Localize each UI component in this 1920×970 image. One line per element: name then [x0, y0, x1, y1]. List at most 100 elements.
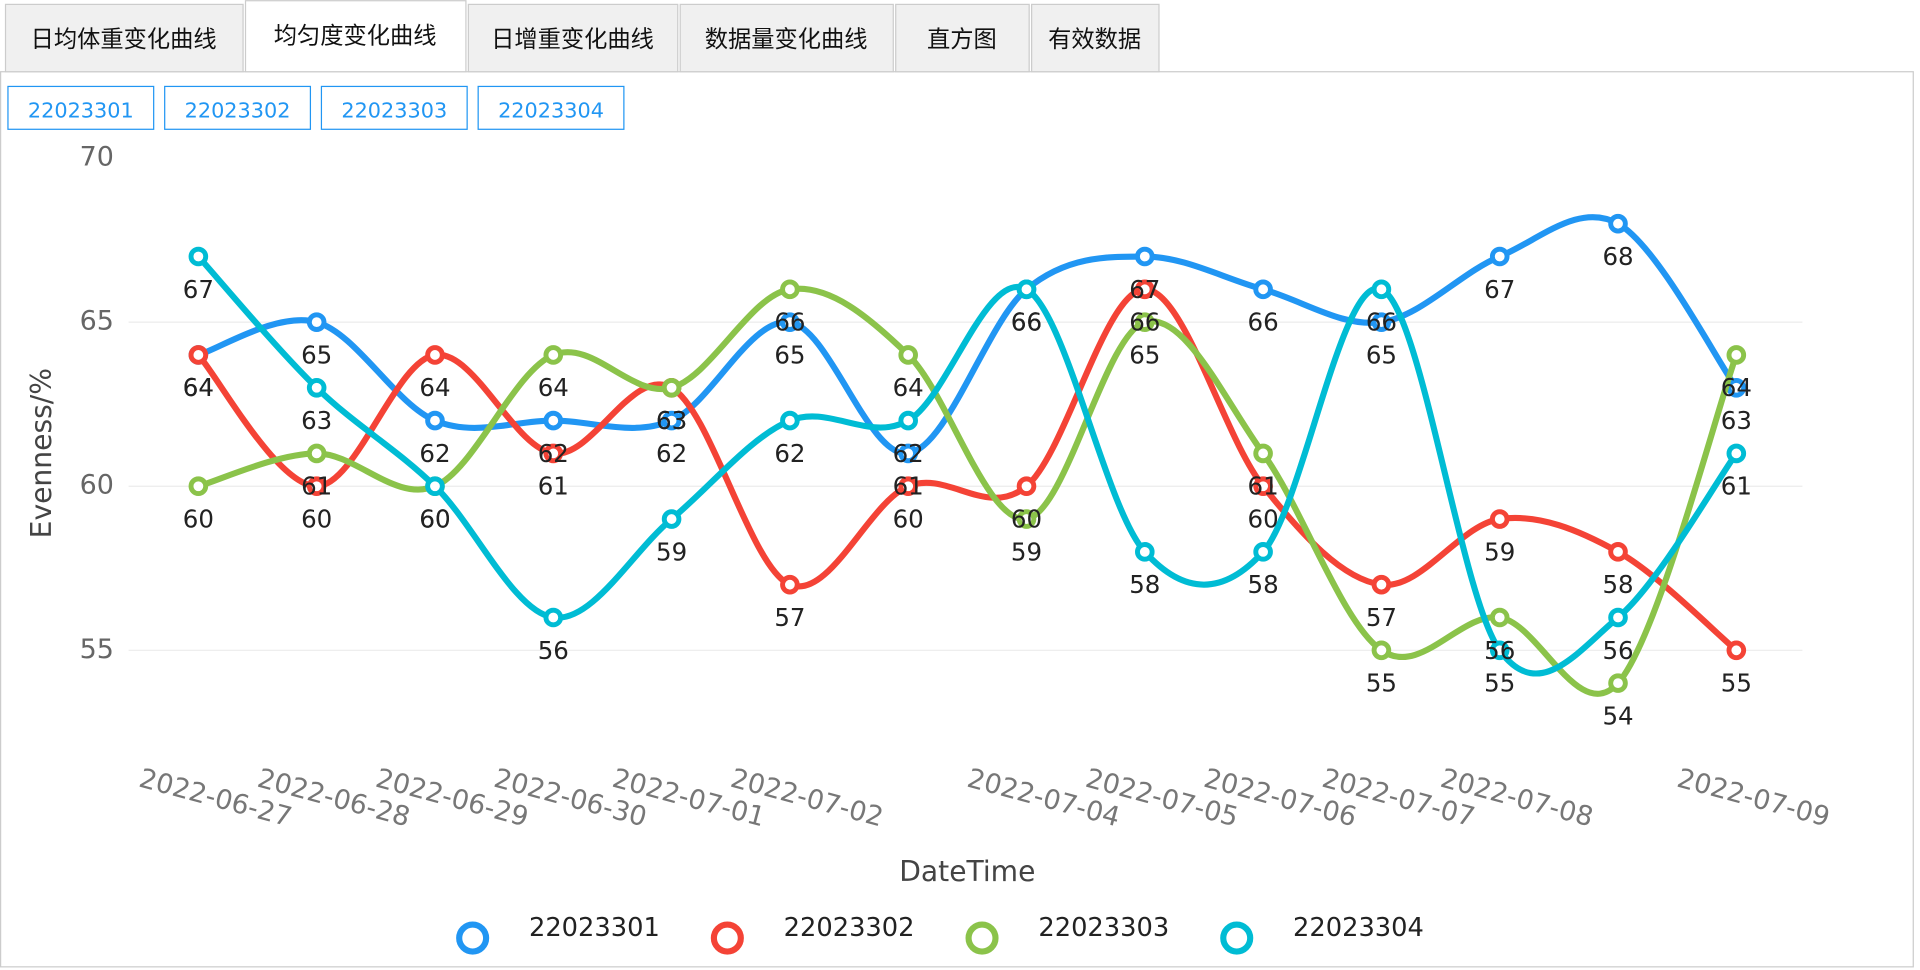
data-point: [1135, 542, 1155, 562]
data-point: [1726, 640, 1747, 661]
legend: 22023301 22023302 22023303 22023304: [456, 913, 1424, 955]
data-point: [306, 377, 327, 398]
legend-marker: [710, 921, 744, 955]
data-label: 58: [1602, 570, 1633, 599]
tab[interactable]: 均匀度变化曲线: [244, 0, 467, 73]
button-frame: [164, 85, 312, 130]
data-point: [780, 574, 800, 595]
data-label: 62: [419, 439, 450, 468]
data-label: 56: [538, 636, 569, 665]
data-point: [306, 443, 327, 464]
data-label: 59: [656, 537, 687, 566]
y-tick-label: 65: [80, 306, 114, 337]
data-label: 63: [656, 406, 687, 435]
y-tick-label: 70: [80, 142, 114, 173]
data-point: [188, 476, 209, 497]
data-label: 60: [419, 505, 450, 534]
tab-label: 均匀度变化曲线: [274, 22, 437, 49]
data-label: 61: [1721, 472, 1752, 501]
data-point: [543, 607, 564, 628]
button-label: 22023301: [28, 99, 134, 123]
data-label: 55: [1721, 669, 1752, 698]
x-axis-title: DateTime: [899, 855, 1035, 888]
data-label: 61: [1248, 472, 1279, 501]
data-point: [1726, 345, 1747, 365]
tab-bar: 日均体重变化曲线 均匀度变化曲线 日增重变化曲线 数据量变化曲线 直方图 有效数据: [4, 0, 1160, 73]
button-label: 22023302: [185, 99, 291, 123]
data-label: 62: [656, 439, 687, 468]
data-point: [306, 312, 327, 332]
data-point: [543, 345, 564, 365]
data-label: 64: [183, 373, 214, 402]
tab-background: [4, 3, 244, 73]
data-label: 67: [1484, 275, 1515, 304]
data-label: 57: [1366, 603, 1397, 632]
data-label: 68: [1602, 242, 1633, 271]
data-label: 60: [1011, 505, 1042, 534]
data-point: [188, 345, 209, 365]
tab-label: 日增重变化曲线: [491, 26, 654, 53]
series-buttons: 22023301 22023302 22023303 22023304: [7, 85, 625, 130]
data-label: 65: [1129, 340, 1160, 369]
data-point: [898, 476, 918, 497]
data-label: 64: [419, 373, 450, 402]
tab-background: [895, 3, 1030, 73]
tab[interactable]: 日增重变化曲线: [467, 3, 679, 73]
series-button[interactable]: 22023301: [7, 85, 155, 130]
data-point: [898, 345, 918, 365]
data-label: 57: [774, 603, 805, 632]
tab[interactable]: 数据量变化曲线: [679, 3, 894, 73]
button-label: 22023304: [498, 99, 604, 123]
data-point: [1608, 542, 1628, 562]
data-label: 62: [893, 439, 924, 468]
legend-label: 22023303: [1038, 913, 1169, 943]
data-point: [306, 476, 327, 497]
data-label: 63: [656, 406, 687, 435]
data-point: [1135, 246, 1155, 267]
data-point: [661, 509, 682, 529]
button-label: 22023303: [341, 99, 447, 123]
data-label: 65: [301, 340, 332, 369]
data-label: 66: [1129, 308, 1160, 337]
data-point: [1253, 443, 1273, 464]
data-point: [543, 443, 564, 464]
series-button[interactable]: 22023304: [477, 85, 625, 130]
tab[interactable]: 直方图: [895, 3, 1030, 73]
button-frame: [7, 85, 155, 130]
legend-marker: [1220, 921, 1254, 955]
data-label: 59: [1484, 537, 1515, 566]
data-point: [543, 410, 564, 431]
series-button[interactable]: 22023303: [320, 85, 468, 130]
data-point: [1489, 640, 1510, 661]
data-point: [1489, 246, 1510, 267]
data-label: 55: [1484, 669, 1515, 698]
data-point: [1253, 279, 1273, 300]
data-label: 60: [301, 505, 332, 534]
data-point: [425, 476, 445, 497]
tab[interactable]: 有效数据: [1031, 3, 1160, 73]
data-point: [188, 246, 209, 267]
data-point: [1608, 607, 1628, 628]
tab[interactable]: 日均体重变化曲线: [4, 3, 244, 73]
data-label: 66: [1011, 308, 1042, 337]
tab-background: [467, 3, 679, 73]
series-button[interactable]: 22023302: [164, 85, 312, 130]
data-point: [1608, 213, 1628, 234]
data-point: [1726, 443, 1747, 464]
data-point: [1016, 279, 1037, 300]
tab-panel: [0, 71, 1914, 968]
tab-label: 日均体重变化曲线: [31, 26, 217, 53]
data-label: 64: [183, 373, 214, 402]
data-point: [425, 345, 445, 365]
data-label: 66: [1366, 308, 1397, 337]
data-point: [661, 410, 682, 431]
tab-background: [1031, 3, 1160, 73]
data-point: [425, 410, 445, 431]
y-tick-label: 60: [80, 470, 114, 501]
data-point: [1135, 312, 1155, 332]
data-label: 62: [538, 439, 569, 468]
data-point: [780, 279, 800, 300]
data-point: [661, 377, 682, 398]
